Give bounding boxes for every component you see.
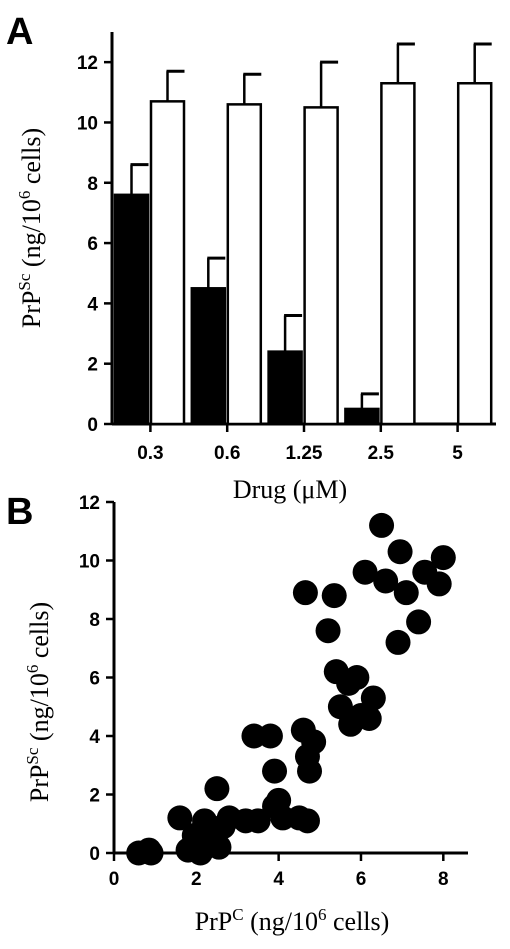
- panel-b-data-point: [321, 583, 347, 609]
- panel-b-data-point: [385, 629, 411, 655]
- panel-b-ylabel-rest: (ng/10: [25, 673, 54, 747]
- panel-a-y-tick-label: 8: [87, 174, 98, 195]
- panel-b-data-point: [430, 545, 456, 571]
- panel-b-data-point: [294, 808, 320, 834]
- panel-b-letter: B: [6, 491, 33, 533]
- panel-b-data-point: [360, 685, 386, 711]
- panel-b-data-point: [344, 665, 370, 690]
- panel-b-x-tick-label: 0: [109, 869, 120, 890]
- panel-b-data-point: [315, 618, 341, 644]
- panel-b-xlabel-rest: (ng/10: [244, 907, 318, 936]
- panel-b-data-point: [426, 571, 452, 597]
- panel-a-ylabel-rest: (ng/10: [17, 199, 46, 273]
- panel-b-y-tick-label: 6: [89, 669, 100, 690]
- panel-b-data-point: [292, 580, 318, 606]
- panel-a-bar: [149, 100, 186, 426]
- panel-a-x-axis-title: Drug (μM): [233, 475, 347, 504]
- panel-a-y-axis-title: PrPSc (ng/106 cells): [15, 128, 46, 328]
- panel-b-data-point: [262, 758, 288, 784]
- panel-b-x-tick-label: 8: [438, 869, 449, 890]
- panel-b-data-point: [393, 580, 419, 606]
- panel-a-ylabel-sup2: 6: [15, 191, 34, 200]
- panel-b-y-tick-label: 2: [89, 786, 100, 807]
- panel-b-ylabel-sup2: 6: [23, 665, 42, 674]
- panel-a-y-tick-label: 12: [77, 53, 98, 74]
- panel-b-xlabel-end: cells): [327, 907, 390, 936]
- panel-b-ylabel-sup: Sc: [23, 747, 42, 764]
- panel-a-bar: [267, 350, 303, 426]
- panel-a-letter: A: [6, 11, 33, 53]
- panel-b-data-point: [406, 609, 432, 635]
- panel-a-y-tick-label: 0: [87, 415, 98, 436]
- panel-a-y-tick-label: 10: [77, 113, 98, 134]
- panel-a-bar: [344, 407, 380, 426]
- panel-b-ylabel-end: cells): [25, 602, 54, 665]
- panel-a-bar: [456, 82, 493, 426]
- panel-b-y-axis-title: PrPSc (ng/106 cells): [23, 602, 54, 802]
- panel-b-data-point: [206, 834, 232, 860]
- panel-b-data-point: [297, 758, 323, 784]
- panel-a-bar: [113, 193, 150, 426]
- panel-a-y-tick-label: 2: [87, 355, 98, 376]
- panel-b-data-point: [373, 568, 399, 594]
- panel-b-y-tick-label: 8: [89, 610, 100, 631]
- panel-b-data-point: [167, 805, 193, 831]
- panel-a-y-tick-label: 6: [87, 234, 98, 255]
- panel-a-y-tick-label: 4: [87, 294, 98, 315]
- panel-a-ylabel-base: PrP: [17, 291, 46, 329]
- panel-b-data-point: [204, 776, 230, 802]
- panel-a-bar: [303, 106, 339, 426]
- panel-a-x-tick-label: 0.6: [214, 443, 240, 464]
- panel-a-x-tick-label: 2.5: [368, 443, 395, 464]
- panel-b-x-tick-label: 6: [356, 869, 367, 890]
- panel-b-xlabel-base: PrP: [195, 907, 233, 936]
- panel-a-ylabel-end: cells): [17, 128, 46, 191]
- panel-a-bar: [380, 82, 416, 426]
- panel-b-data-point: [257, 723, 283, 749]
- panel-b-xlabel-sup: C: [232, 905, 243, 924]
- panel-b-y-tick-label: 12: [79, 493, 100, 514]
- panel-a-x-tick-label: 1.25: [286, 443, 323, 464]
- panel-b-x-tick-label: 2: [191, 869, 202, 890]
- panel-b-ylabel-base: PrP: [25, 765, 54, 803]
- panel-b-chart: 0 2 4 6 8 10 12 0 2 4 6 8: [79, 493, 468, 890]
- panel-b-y-tick-label: 0: [89, 844, 100, 865]
- panel-a-chart: 0 2 4 6 8 10 12 0.3 0.6 1.25 2.5 5: [77, 32, 496, 464]
- panel-b-data-point: [352, 559, 378, 585]
- panel-a-bar: [226, 103, 263, 426]
- panel-b-data-point: [356, 705, 382, 731]
- panel-b-data-point: [369, 512, 395, 538]
- panel-a-bar: [190, 287, 227, 426]
- panel-b-data-point: [138, 840, 164, 866]
- panel-b-y-tick-label: 4: [89, 727, 100, 748]
- panel-b-data-point: [387, 539, 413, 565]
- panel-b-data-point: [301, 729, 327, 755]
- panel-b-x-tick-label: 4: [273, 869, 284, 890]
- panel-a-x-tick-label: 0.3: [137, 443, 163, 464]
- panel-a-ylabel-sup: Sc: [15, 273, 34, 290]
- panel-a-x-tick-label: 5: [452, 443, 463, 464]
- panel-b-xlabel-sup2: 6: [318, 905, 327, 924]
- panel-b-data-point: [245, 808, 271, 834]
- panel-b-y-tick-label: 10: [79, 552, 100, 573]
- panel-b-x-axis-title: PrPC (ng/106 cells): [195, 905, 390, 936]
